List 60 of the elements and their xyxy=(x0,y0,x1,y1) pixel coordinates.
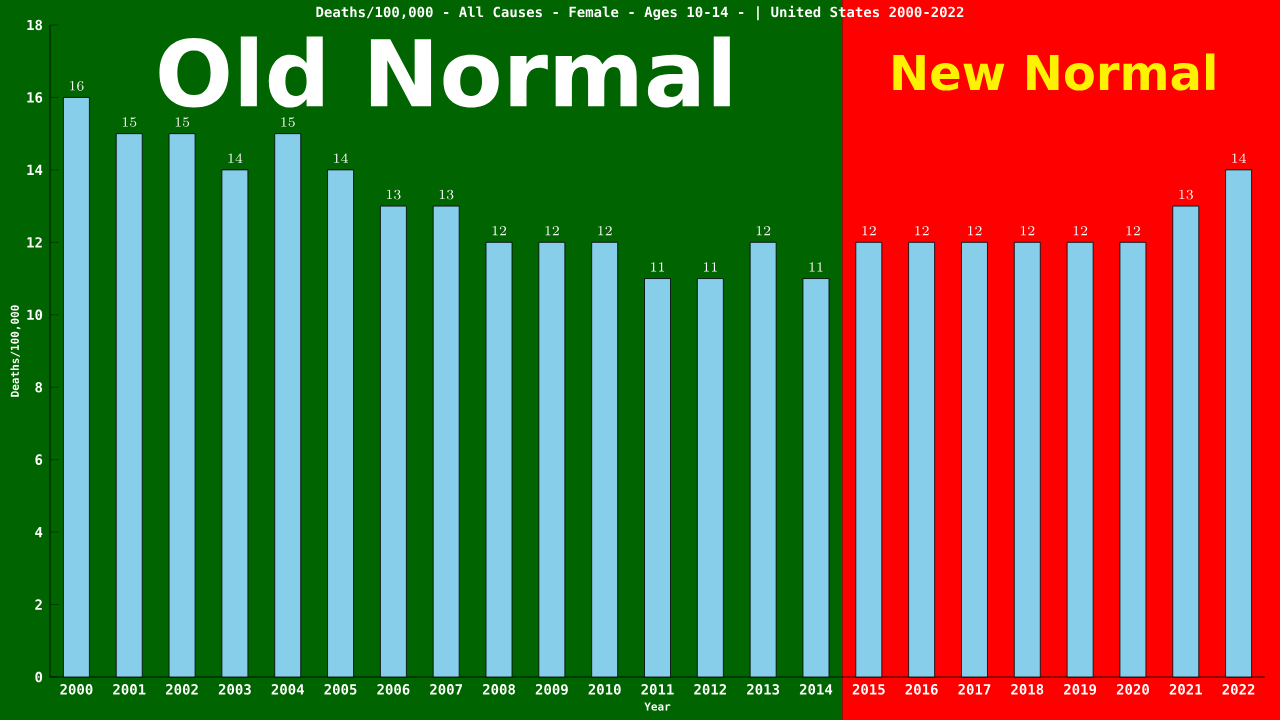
x-tick-label: 2019 xyxy=(1064,684,1097,695)
y-tick-label: 16 xyxy=(27,92,43,103)
y-tick-label: 10 xyxy=(27,309,43,321)
x-tick-label: 2021 xyxy=(1169,684,1202,695)
x-tick-label: 2007 xyxy=(430,684,462,695)
data-label: 12 xyxy=(545,225,559,236)
x-tick-label: 2014 xyxy=(799,684,833,695)
data-label: 12 xyxy=(1020,225,1035,236)
x-tick-label: 2022 xyxy=(1222,684,1255,695)
x-tick-label: 2004 xyxy=(271,684,304,695)
x-tick-label: 2000 xyxy=(60,684,93,695)
y-tick-label: 8 xyxy=(35,381,43,393)
x-axis-title: Year xyxy=(644,702,671,711)
y-tick-label: 14 xyxy=(27,164,43,175)
data-label: 12 xyxy=(1126,225,1140,236)
data-label: 13 xyxy=(386,189,401,200)
x-tick-label: 2011 xyxy=(641,684,674,695)
x-tick-label: 2020 xyxy=(1116,684,1149,695)
data-label: 13 xyxy=(439,189,454,200)
data-label: 15 xyxy=(175,117,190,127)
x-tick-label: 2016 xyxy=(905,684,938,695)
y-tick-label: 18 xyxy=(27,19,43,31)
data-label: 12 xyxy=(968,225,982,236)
band-label: New Normal xyxy=(893,53,1215,91)
data-label: 16 xyxy=(69,81,84,91)
data-label: 11 xyxy=(703,262,717,272)
data-label: 12 xyxy=(915,225,929,236)
data-label: 12 xyxy=(492,225,507,236)
data-label: 12 xyxy=(598,225,612,236)
data-label: 12 xyxy=(756,225,771,236)
x-tick-label: 2003 xyxy=(218,684,251,695)
data-label: 14 xyxy=(228,153,243,163)
band-label: Old Normal xyxy=(159,36,730,108)
x-tick-label: 2010 xyxy=(588,684,621,695)
data-label: 11 xyxy=(809,262,823,272)
x-tick-label: 2008 xyxy=(482,684,515,695)
y-tick-label: 4 xyxy=(35,527,43,538)
x-tick-label: 2005 xyxy=(324,684,357,695)
x-tick-label: 2006 xyxy=(377,684,410,695)
data-label: 14 xyxy=(1232,153,1246,163)
x-tick-label: 2013 xyxy=(747,684,780,695)
y-tick-label: 12 xyxy=(27,237,42,248)
y-axis-title: Deaths/100,000 xyxy=(10,305,21,397)
y-tick-label: 2 xyxy=(35,599,42,610)
data-label: 15 xyxy=(281,117,295,127)
data-label: 12 xyxy=(1073,225,1088,236)
data-label: 11 xyxy=(651,262,665,272)
x-tick-label: 2018 xyxy=(1011,684,1044,695)
data-label: 15 xyxy=(122,117,137,127)
y-tick-label: 6 xyxy=(35,454,43,465)
data-label: 12 xyxy=(862,225,876,236)
data-label: 13 xyxy=(1179,189,1193,200)
x-tick-label: 2002 xyxy=(166,684,198,695)
x-tick-label: 2009 xyxy=(535,684,568,695)
x-tick-label: 2012 xyxy=(694,684,726,695)
x-tick-label: 2001 xyxy=(113,684,146,695)
x-tick-label: 2015 xyxy=(852,684,885,695)
x-tick-label: 2017 xyxy=(958,684,991,695)
data-label: 14 xyxy=(334,153,348,163)
y-tick-label: 0 xyxy=(35,671,43,683)
